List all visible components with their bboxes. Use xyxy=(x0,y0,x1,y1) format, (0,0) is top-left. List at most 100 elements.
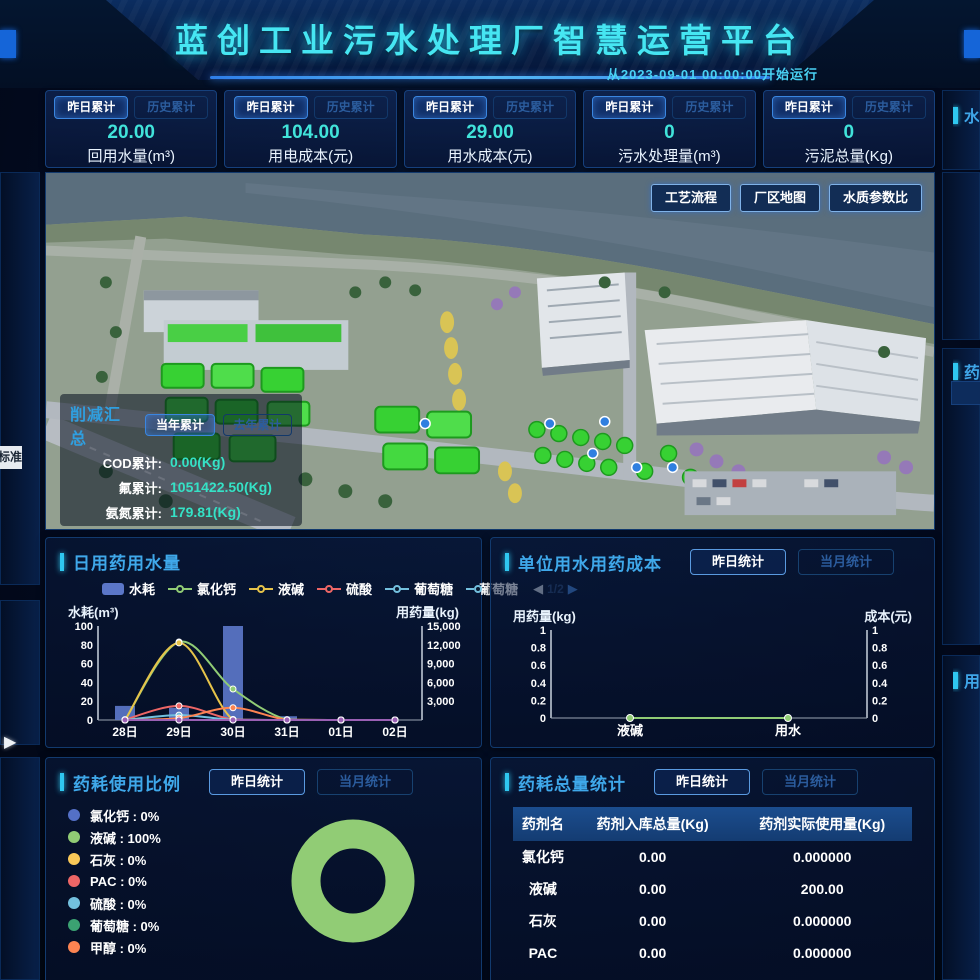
right-axis-name: 用药量(kg) xyxy=(396,605,459,620)
reduction-value: 0.00(Kg) xyxy=(170,454,226,470)
tab-yesterday-total[interactable]: 昨日累计 xyxy=(413,96,488,119)
stat-card-tabs: 昨日累计 历史累计 xyxy=(405,96,575,119)
svg-text:02日: 02日 xyxy=(382,725,407,739)
legend-line-swatch xyxy=(168,584,193,593)
table-cell: PAC xyxy=(528,945,558,961)
reduction-label: 氟累计: xyxy=(118,480,162,496)
tab-last-year-total[interactable]: 去年累计 xyxy=(222,414,292,436)
ratio-legend-item[interactable]: PAC : 0% xyxy=(68,870,161,892)
legend-line-swatch xyxy=(249,584,274,593)
tab-yesterday-total[interactable]: 昨日累计 xyxy=(771,96,846,119)
ratio-legend-item[interactable]: 氯化钙 : 0% xyxy=(68,804,161,826)
expand-arrow-icon[interactable]: ▶ xyxy=(4,734,17,751)
stat-value: 29.00 xyxy=(466,122,514,143)
tab-yesterday-total[interactable]: 昨日累计 xyxy=(592,96,667,119)
month-stats-button[interactable]: 当月统计 xyxy=(798,549,895,575)
legend-label: 氯化钙 : 0% xyxy=(90,808,160,824)
legend-label: PAC : 0% xyxy=(90,873,147,889)
left-axis-name: 用药量(kg) xyxy=(513,609,576,624)
ratio-legend: 氯化钙 : 0% 液碱 : 100% 石灰 : 0% PAC : 0% 硫酸 : 0% 葡… xyxy=(68,804,161,958)
table-cell: 氯化钙 xyxy=(521,849,564,865)
usage-ratio-panel: 药耗使用比例 昨日统计 当月统计 氯化钙 : 0% 液碱 : 100% 石灰 : 0… xyxy=(45,757,482,980)
legend-label: 氯化钙 xyxy=(197,582,237,597)
panel-title-bar xyxy=(953,671,958,689)
panel-title-bar xyxy=(505,773,509,791)
month-stats-button[interactable]: 当月统计 xyxy=(762,769,859,795)
legend-dot xyxy=(68,941,80,953)
panel-title: 药耗总量统计 xyxy=(518,774,626,794)
right-edge-panel-3: 药 xyxy=(942,348,980,645)
tab-history-total[interactable]: 历史累计 xyxy=(672,96,747,119)
svg-text:01日: 01日 xyxy=(328,725,353,739)
ratio-legend-item[interactable]: 甲醇 : 0% xyxy=(68,936,161,958)
legend-item[interactable]: 氯化钙 xyxy=(168,579,236,598)
view-button[interactable]: 厂区地图 xyxy=(739,184,820,212)
right-edge-panel-2 xyxy=(942,172,980,340)
tab-history-total[interactable]: 历史累计 xyxy=(851,96,926,119)
plant-3d-view[interactable] xyxy=(46,173,934,529)
yesterday-stats-button[interactable]: 昨日统计 xyxy=(690,549,787,575)
legend-line-swatch xyxy=(317,584,342,593)
ratio-legend-item[interactable]: 液碱 : 100% xyxy=(68,826,161,848)
table-header-cell: 药剂实际使用量(Kg) xyxy=(732,807,912,841)
view-button[interactable]: 水质参数比 xyxy=(828,184,922,212)
svg-text:40: 40 xyxy=(81,677,93,689)
svg-text:31日: 31日 xyxy=(274,725,299,739)
chem-total-panel: 药耗总量统计 昨日统计 当月统计 药剂名 药剂入库总量(Kg) 药剂实际使用量(Kg… xyxy=(490,757,935,980)
stat-card-tabs: 昨日累计 历史累计 xyxy=(584,96,754,119)
legend-item[interactable]: 水耗 xyxy=(102,579,155,598)
right-edge-panel-4: 用 xyxy=(942,655,980,980)
clipped-panel-title: 水 xyxy=(964,109,979,126)
header-left-accent xyxy=(0,30,16,58)
svg-text:1: 1 xyxy=(540,625,546,637)
clipped-standard-badge[interactable]: 标准 xyxy=(0,446,22,469)
ratio-legend-item[interactable]: 石灰 : 0% xyxy=(68,848,161,870)
legend-item[interactable]: 液碱 xyxy=(249,579,304,598)
legend-marker xyxy=(257,584,266,593)
right-axis-name: 成本(元) xyxy=(864,609,912,624)
svg-text:0: 0 xyxy=(87,715,93,727)
ratio-legend-item[interactable]: 硫酸 : 0% xyxy=(68,892,161,914)
legend-label: 硫酸 xyxy=(346,582,373,597)
stat-value: 104.00 xyxy=(281,122,340,143)
legend-dot xyxy=(68,897,80,909)
legend-dot xyxy=(68,809,80,821)
legend-item[interactable]: 硫酸 xyxy=(317,579,372,598)
month-stats-button[interactable]: 当月统计 xyxy=(317,769,414,795)
table-cell: 0.00 xyxy=(639,945,667,961)
table-cell: 200.00 xyxy=(800,881,844,897)
tab-history-total[interactable]: 历史累计 xyxy=(134,96,209,119)
header-banner xyxy=(106,0,874,80)
daily-usage-chart: 0 20 40 60 80 100 3,000 6,000 9,000 12,000 15,000 2… xyxy=(75,621,461,739)
legend-dot xyxy=(68,853,80,865)
left-edge-panel-2 xyxy=(0,600,40,745)
view-button[interactable]: 工艺流程 xyxy=(650,184,731,212)
table-cell: 液碱 xyxy=(528,881,557,897)
svg-text:28日: 28日 xyxy=(112,725,137,739)
yesterday-stats-button[interactable]: 昨日统计 xyxy=(654,769,751,795)
unit-cost-panel: 单位用水用药成本 昨日统计 当月统计 用药量(kg) 成本(元) 0 0 0.2 0.… xyxy=(490,537,935,748)
tab-history-total[interactable]: 历史累计 xyxy=(493,96,568,119)
tab-current-year-total[interactable]: 当年累计 xyxy=(145,414,215,436)
unit-cost-chart: 0 0 0.2 0.2 0.4 0.4 0.6 0.6 0.8 0.8 1 1 液碱 用水 xyxy=(531,625,888,738)
ratio-legend-item[interactable]: 葡萄糖 : 0% xyxy=(68,914,161,936)
clipped-button[interactable] xyxy=(951,381,980,405)
table-cell: 石灰 xyxy=(528,913,557,929)
svg-text:0.6: 0.6 xyxy=(872,660,887,672)
right-edge-panel-top: 水 xyxy=(942,90,980,170)
tab-yesterday-total[interactable]: 昨日累计 xyxy=(233,96,308,119)
svg-text:0: 0 xyxy=(540,713,546,725)
chem-total-table: 药剂名 药剂入库总量(Kg) 药剂实际使用量(Kg) 氯化钙 0.00 0.000000… xyxy=(513,807,912,969)
tab-yesterday-total[interactable]: 昨日累计 xyxy=(54,96,129,119)
svg-text:60: 60 xyxy=(81,659,93,671)
yesterday-stats-button[interactable]: 昨日统计 xyxy=(209,769,306,795)
panel-title: 日用药用水量 xyxy=(73,554,181,573)
legend-label: 液碱 xyxy=(278,582,305,597)
legend-label: 葡萄糖 xyxy=(414,582,454,597)
legend-item[interactable]: 葡萄糖 xyxy=(385,579,453,598)
svg-text:0.4: 0.4 xyxy=(531,678,547,690)
legend-label: 硫酸 : 0% xyxy=(90,896,147,912)
reduction-value: 179.81(Kg) xyxy=(170,504,241,520)
tab-history-total[interactable]: 历史累计 xyxy=(313,96,388,119)
legend-marker xyxy=(325,584,334,593)
